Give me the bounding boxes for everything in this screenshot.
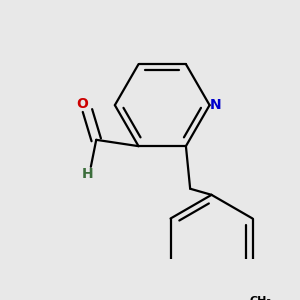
Text: N: N bbox=[209, 98, 221, 112]
Text: O: O bbox=[76, 97, 88, 111]
Text: CH₃: CH₃ bbox=[250, 296, 272, 300]
Text: H: H bbox=[81, 167, 93, 181]
